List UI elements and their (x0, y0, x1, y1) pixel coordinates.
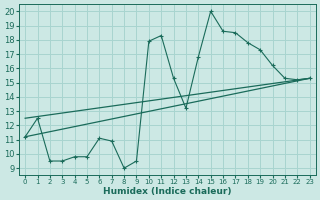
X-axis label: Humidex (Indice chaleur): Humidex (Indice chaleur) (103, 187, 232, 196)
